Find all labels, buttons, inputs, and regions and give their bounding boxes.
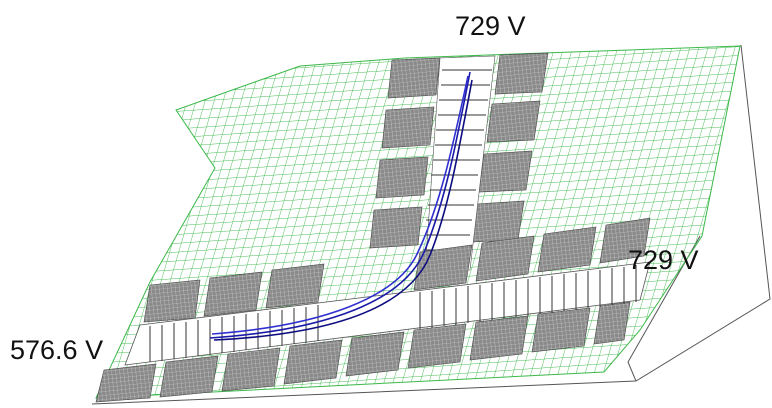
voltage-label-left: 576.6 V bbox=[10, 335, 103, 365]
page: {"labels": {"top": "729 V", "right": "72… bbox=[0, 0, 772, 408]
simulation-view: 729 V 729 V 576.6 V bbox=[0, 0, 772, 408]
voltage-label-right: 729 V bbox=[628, 245, 699, 275]
voltage-label-top: 729 V bbox=[455, 11, 526, 41]
